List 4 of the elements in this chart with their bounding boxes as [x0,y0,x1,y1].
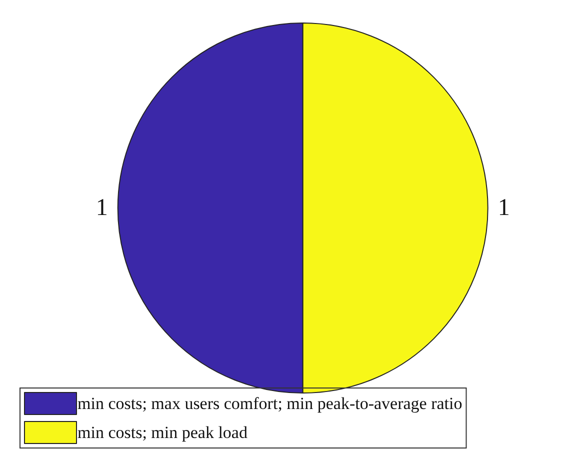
data-label: 1 [96,195,108,221]
data-label: 1 [498,195,510,221]
legend-label: min costs; max users comfort; min peak-to-average ratio [78,394,462,413]
legend-label: min costs; min peak load [78,423,248,442]
